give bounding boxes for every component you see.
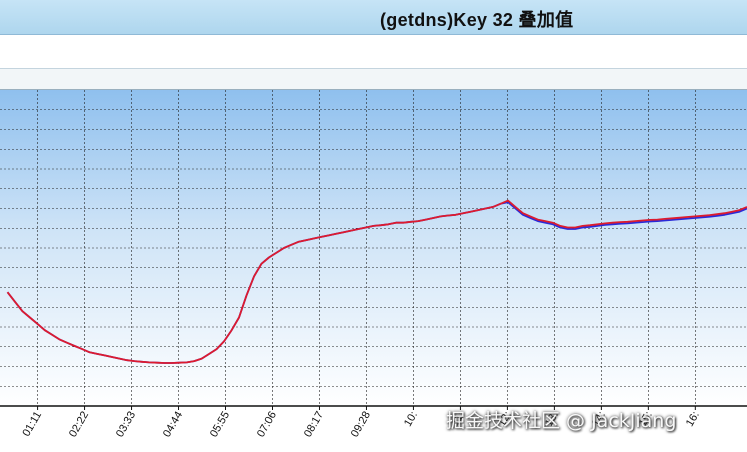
toolbar-band [0,35,747,69]
series-line-red [6,199,747,364]
x-tick-label: 08:17 [302,410,326,440]
x-tick-label: 09:28 [349,410,373,440]
x-tick-label: 07:06 [255,410,279,440]
series-layer [6,199,747,364]
header-band [0,69,747,90]
x-tick-label: 04:44 [161,410,185,440]
x-tick-label: 05:55 [208,410,232,440]
chart-title-bar: (getdns)Key 32 叠加值 [0,0,747,35]
x-tick-label: 16: [684,410,702,429]
x-tick-label: 02:22 [67,410,91,440]
x-tick-label: 03:33 [114,410,138,440]
x-tick-label: 01:11 [20,410,44,439]
x-tick-label: 10: [402,410,420,429]
chart-title: (getdns)Key 32 叠加值 [380,10,574,30]
grid-horizontal [0,109,747,387]
watermark-text: 掘金技术社区 @ JackJiang [446,410,677,432]
grid-vertical [37,90,696,406]
